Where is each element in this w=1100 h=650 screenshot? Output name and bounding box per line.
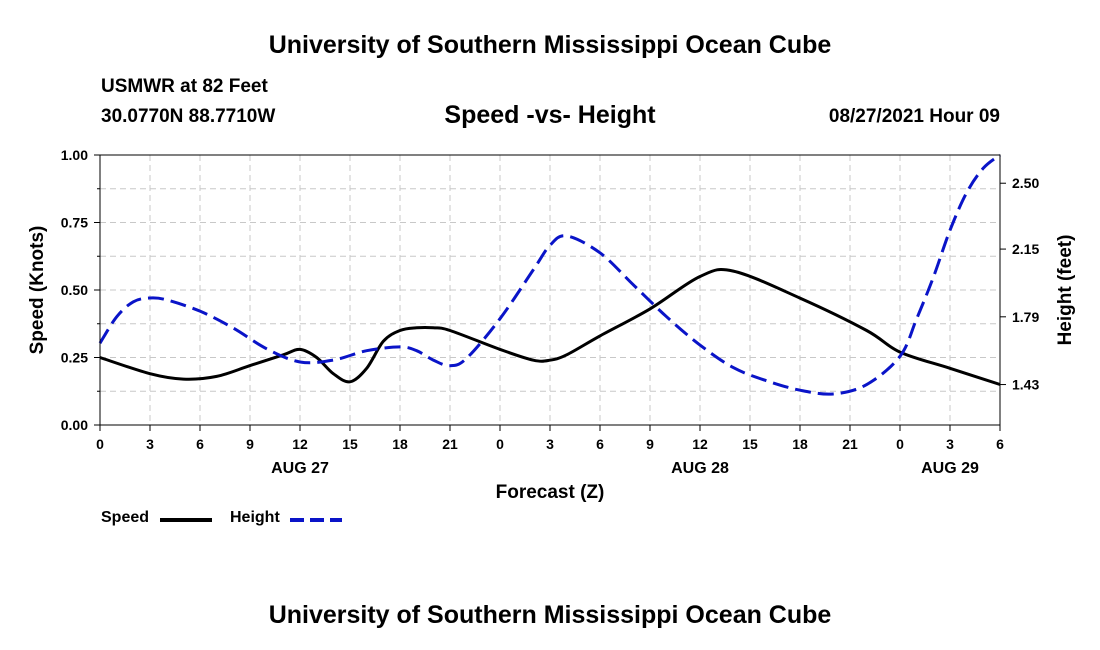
- footer-title: University of Southern Mississippi Ocean…: [268, 601, 832, 629]
- x-tick-label: 21: [442, 436, 458, 452]
- x-tick-label: 3: [146, 436, 154, 452]
- x-tick-label: 21: [842, 436, 858, 452]
- x-tick-label: 12: [292, 436, 308, 452]
- day-label: AUG 29: [921, 460, 979, 477]
- page-title: University of Southern Mississippi Ocean…: [268, 31, 832, 59]
- x-tick-label: 9: [646, 436, 654, 452]
- y2-axis-label: Height (feet): [1055, 234, 1076, 346]
- y-tick-label: 0.50: [61, 282, 88, 298]
- x-tick-label: 6: [596, 436, 604, 452]
- x-tick-label: 9: [246, 436, 254, 452]
- x-tick-label: 15: [742, 436, 758, 452]
- station-coords: 30.0770N 88.7710W: [101, 106, 276, 127]
- x-tick-label: 0: [896, 436, 904, 452]
- y-tick-label: 0.75: [61, 215, 88, 231]
- y-tick-label: 0.00: [61, 417, 88, 433]
- axes: 0 3 6 9 12 15 18 21 0 3 6 9 12 15 18 21 0 3 6 0.00 0.25 0.50 0…: [61, 147, 1040, 477]
- height-series-line: [98, 153, 1001, 396]
- legend-speed-label: Speed: [101, 509, 150, 526]
- series-layer: [98, 153, 1001, 396]
- forecast-datetime: 08/27/2021 Hour 09: [828, 106, 1000, 127]
- x-tick-label: 15: [342, 436, 358, 452]
- x-tick-label: 0: [496, 436, 504, 452]
- grid: [100, 155, 1000, 425]
- y2-tick-label: 2.15: [1012, 241, 1039, 257]
- y-tick-label: 0.25: [61, 350, 88, 366]
- speed-series-line: [99, 268, 1001, 386]
- x-tick-label: 6: [196, 436, 204, 452]
- legend-height-label: Height: [230, 509, 280, 526]
- x-tick-label: 6: [996, 436, 1004, 452]
- y-tick-label: 1.00: [61, 147, 88, 163]
- y2-tick-label: 1.79: [1012, 309, 1039, 325]
- station-label: USMWR at 82 Feet: [101, 76, 268, 97]
- x-tick-label: 0: [96, 436, 104, 452]
- day-label: AUG 27: [271, 460, 329, 477]
- x-tick-label: 12: [692, 436, 708, 452]
- x-tick-label: 3: [546, 436, 554, 452]
- x-tick-label: 3: [946, 436, 954, 452]
- x-tick-label: 18: [392, 436, 408, 452]
- x-tick-label: 18: [792, 436, 808, 452]
- chart-title: Speed -vs- Height: [444, 101, 656, 129]
- day-label: AUG 28: [671, 460, 729, 477]
- x-axis-label: Forecast (Z): [495, 482, 605, 503]
- y2-tick-label: 2.50: [1012, 175, 1039, 191]
- y-axis-label: Speed (Knots): [27, 225, 48, 355]
- y2-tick-label: 1.43: [1012, 377, 1039, 393]
